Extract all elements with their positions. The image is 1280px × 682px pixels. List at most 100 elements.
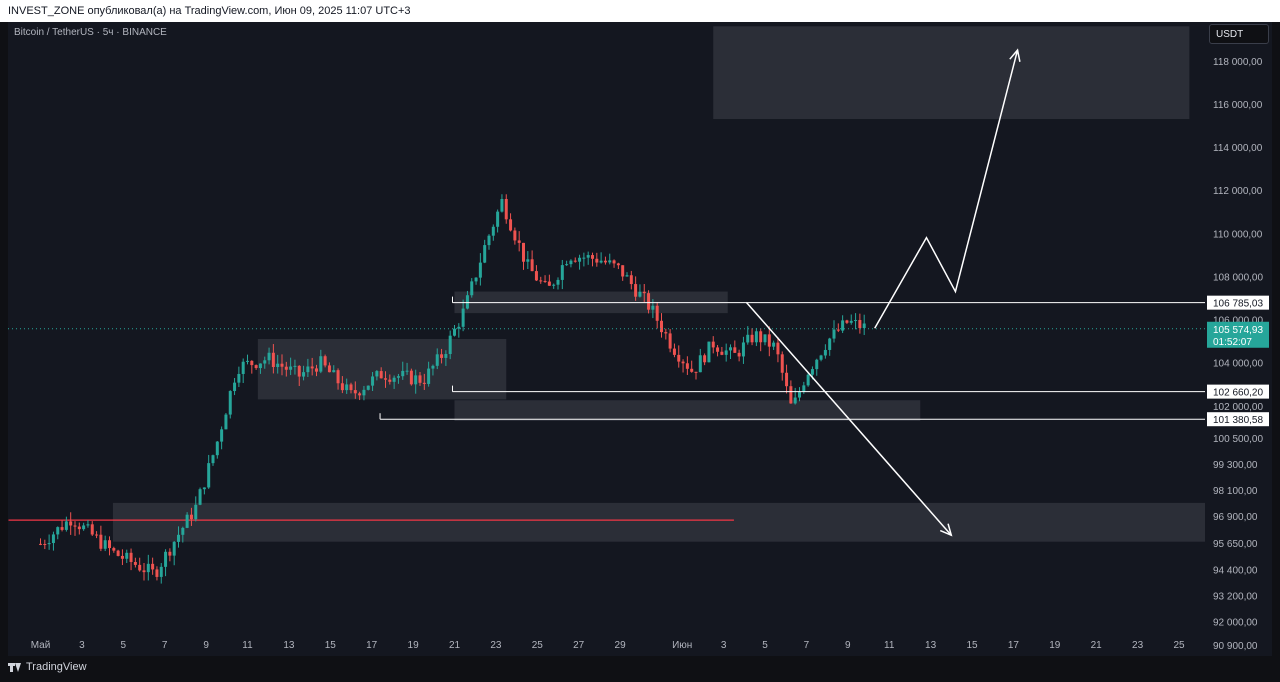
candle-body-up [828, 338, 832, 350]
price-axis-tick: 116 000,00 [1213, 100, 1263, 111]
candle-body-up [414, 375, 418, 385]
candle-body-down [310, 366, 314, 369]
projection-down-path-arrowhead [939, 523, 953, 537]
candle-body-up [202, 487, 206, 490]
candle-body-up [754, 331, 758, 343]
candle-body-up [164, 551, 168, 567]
candle-body-down [634, 284, 638, 297]
candle-body-up [401, 370, 405, 377]
candle-body-down [353, 390, 357, 394]
candle-body-down [336, 370, 340, 384]
candle-body-down [694, 371, 698, 373]
candle-body-down [129, 552, 133, 562]
candle-body-up [332, 370, 336, 373]
candle-body-down [133, 561, 137, 565]
candle-body-up [444, 354, 448, 358]
candle-body-up [172, 541, 176, 556]
candle-body-down [440, 354, 444, 358]
candle-body-down [418, 375, 422, 383]
candle-body-down [120, 555, 124, 559]
candle-body-down [547, 281, 551, 286]
candle-body-down [522, 242, 525, 262]
time-axis-label: 15 [966, 640, 978, 651]
time-axis-label: 9 [203, 640, 209, 651]
price-axis-tick: 92 000,00 [1213, 617, 1258, 628]
candles-group [39, 194, 866, 584]
candle-body-down [112, 548, 116, 551]
currency-button[interactable]: USDT [1209, 24, 1269, 44]
candle-body-down [530, 259, 534, 272]
supply-demand-zone [454, 400, 921, 421]
candle-body-up [698, 355, 702, 373]
candle-body-up [823, 349, 827, 356]
candle-body-up [453, 328, 456, 336]
candle-body-down [621, 265, 625, 277]
candle-body-down [647, 293, 651, 310]
candle-body-down [629, 275, 633, 285]
time-axis-label: 13 [283, 640, 295, 651]
candle-body-down [776, 342, 780, 355]
level-price-label: 106 785,03 [1213, 299, 1263, 310]
candle-body-up [276, 363, 280, 368]
time-axis-label: 29 [615, 640, 627, 651]
candle-body-down [422, 382, 426, 384]
price-axis-tick: 112 000,00 [1213, 186, 1263, 197]
candle-body-up [198, 489, 202, 505]
chart-area[interactable] [8, 22, 1272, 656]
candle-body-up [552, 284, 556, 286]
candle-body-up [185, 514, 189, 528]
candle-body-down [315, 368, 318, 372]
time-axis-label: 17 [1008, 640, 1020, 651]
time-axis-label: 27 [573, 640, 585, 651]
candle-body-down [116, 550, 120, 556]
candle-body-down [685, 363, 689, 369]
footer [0, 656, 1280, 682]
level-price-label-box [1207, 412, 1269, 427]
time-axis-label: 25 [1173, 640, 1185, 651]
candle-body-down [759, 331, 763, 343]
candle-body-up [263, 360, 267, 364]
candle-body-down [388, 379, 392, 382]
candle-body-down [90, 524, 94, 535]
candle-body-up [556, 279, 560, 285]
symbol-title: Bitcoin / TetherUS · 5ч · BINANCE [14, 27, 167, 38]
candle-body-up [746, 334, 750, 343]
time-axis-label: 9 [845, 640, 851, 651]
candle-body-down [603, 260, 607, 263]
price-axis-tick: 94 400,00 [1213, 566, 1258, 577]
candle-body-down [509, 219, 513, 231]
candle-body-up [258, 363, 262, 369]
tradingview-brand[interactable]: TradingView [8, 661, 87, 673]
candle-body-up [810, 369, 814, 375]
candle-body-down [836, 329, 840, 331]
time-axis-label: 25 [532, 640, 544, 651]
candle-body-down [517, 240, 521, 243]
time-axis-label: 21 [1091, 640, 1103, 651]
supply-demand-zone [713, 26, 1190, 120]
level-price-label: 102 660,20 [1213, 388, 1263, 399]
price-axis-tick: 96 900,00 [1213, 512, 1258, 523]
level-price-label-box [1207, 295, 1269, 310]
candle-body-up [237, 373, 241, 383]
candle-body-up [578, 257, 582, 262]
candle-body-down [642, 291, 646, 294]
candle-body-down [858, 320, 862, 329]
candle-body-down [655, 305, 659, 321]
candle-body-up [103, 540, 107, 549]
candle-body-up [293, 365, 297, 367]
candle-body-up [427, 368, 431, 384]
price-axis-tick: 106 000,00 [1213, 316, 1263, 327]
candle-body-up [651, 305, 655, 310]
time-axis-label: 13 [925, 640, 937, 651]
candle-body-up [86, 524, 90, 526]
candle-body-up [763, 334, 767, 343]
candle-body-up [625, 275, 629, 277]
candle-body-up [371, 376, 375, 386]
price-axis-tick: 102 000,00 [1213, 402, 1263, 413]
candle-body-down [168, 551, 172, 556]
candle-body-up [599, 260, 603, 263]
candle-body-up [224, 414, 228, 430]
candle-body-up [47, 543, 51, 545]
candle-body-down [720, 351, 724, 355]
